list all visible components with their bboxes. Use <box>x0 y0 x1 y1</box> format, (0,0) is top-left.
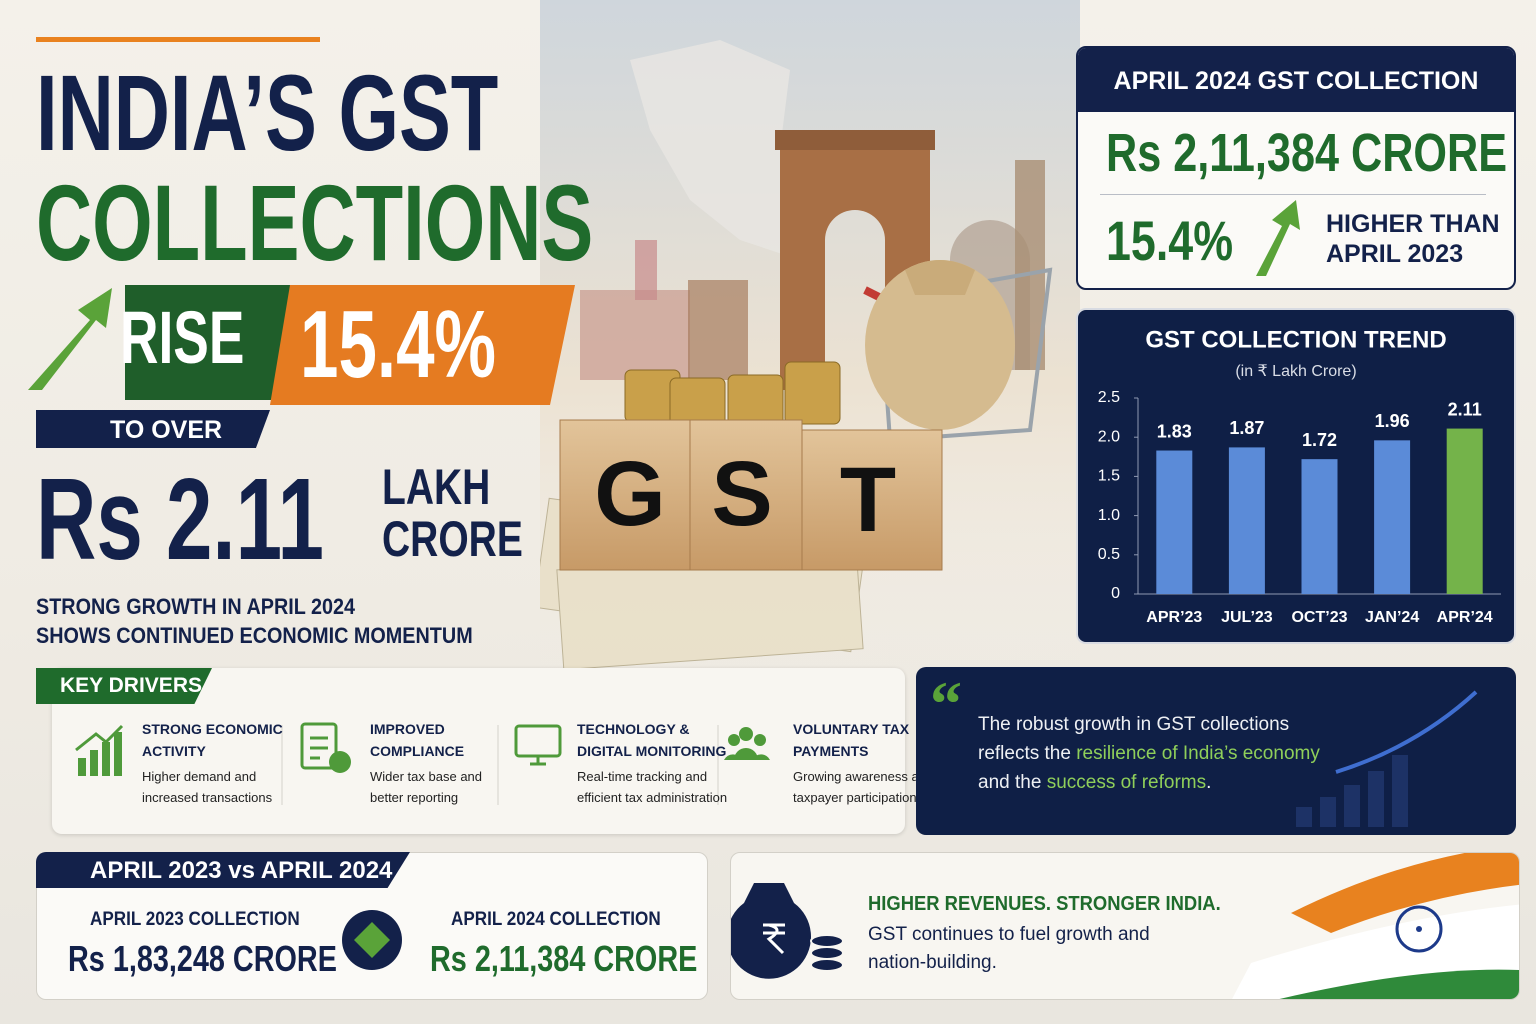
to-over-banner <box>36 410 270 448</box>
key-drivers-title: KEY DRIVERS <box>60 674 202 697</box>
amount-unit: LAKH <box>382 459 491 515</box>
driver-description: Wider tax base and <box>370 769 483 784</box>
trend-chart: GST COLLECTION TREND (in ₹ Lakh Crore) 0… <box>1098 326 1501 626</box>
driver-description: efficient tax administration <box>577 790 728 805</box>
quote-highlight: success of reforms <box>1046 772 1207 793</box>
value-label: 1.87 <box>1229 418 1264 438</box>
driver-description: Growing awareness and <box>793 769 934 784</box>
summary-title: APRIL 2024 GST COLLECTION <box>1078 48 1514 112</box>
x-tick-label: APR’24 <box>1437 609 1493 626</box>
summary-amount: Rs 2,11,384 CRORE <box>1106 123 1508 183</box>
comparison-tab <box>36 852 410 888</box>
quote-text-part: reflects the <box>978 743 1071 764</box>
driver-title: PAYMENTS <box>793 743 869 759</box>
x-tick-label: OCT’23 <box>1291 609 1347 626</box>
driver-description: better reporting <box>370 790 459 805</box>
summary-growth: 15.4% <box>1106 209 1234 272</box>
divider <box>1100 194 1486 195</box>
bar <box>1446 428 1483 594</box>
headline-amount: Rs 2.11 <box>36 454 324 584</box>
quote-text: The robust growth in GST collections ref… <box>978 710 1320 797</box>
bar <box>1156 450 1193 594</box>
x-tick-label: JUL’23 <box>1221 609 1273 626</box>
driver-description: Real-time tracking and <box>577 769 708 784</box>
title-line: COLLECTIONS <box>36 162 594 283</box>
chart-title: GST COLLECTION TREND <box>1145 326 1446 353</box>
y-tick-label: 2.5 <box>1098 389 1120 406</box>
comparison-label: APRIL 2023 COLLECTION <box>90 909 300 930</box>
y-tick-label: 0 <box>1111 585 1120 602</box>
footer-text: nation-building. <box>868 952 997 973</box>
bar <box>1228 447 1265 594</box>
footer-headline: HIGHER REVENUES. STRONGER INDIA. <box>868 893 1221 915</box>
driver-title: DIGITAL MONITORING <box>577 743 727 759</box>
rise-banner <box>28 285 575 405</box>
chart-panel <box>1076 308 1516 644</box>
quote-decoration: “ <box>930 668 1478 827</box>
center-illustration <box>540 0 1080 700</box>
summary-comparison: APRIL 2023 <box>1326 240 1464 268</box>
rise-label: RISE <box>120 296 245 379</box>
quote-text-part: and the <box>978 772 1042 793</box>
quote-line: reflects the resilience of India’s econo… <box>978 739 1320 768</box>
driver-title: COMPLIANCE <box>370 743 465 759</box>
driver-title: STRONG ECONOMIC <box>142 721 283 737</box>
quote-line: and the success of reforms. <box>978 768 1320 797</box>
title-line: INDIA’S GST <box>36 52 499 173</box>
driver-title: TECHNOLOGY & <box>577 721 690 737</box>
key-drivers-tab <box>36 668 212 704</box>
value-label: 1.83 <box>1157 421 1192 441</box>
footer-text: GST continues to fuel growth and <box>868 924 1150 945</box>
summary-card: APRIL 2024 GST COLLECTION <box>1076 46 1516 290</box>
driver-description: increased transactions <box>142 790 273 805</box>
driver-title: ACTIVITY <box>142 743 206 759</box>
gst-block-letter: T <box>839 449 897 551</box>
x-tick-label: JAN’24 <box>1365 609 1419 626</box>
quote-highlight: resilience of India’s economy <box>1076 743 1320 764</box>
comparison-icon <box>342 910 402 970</box>
y-tick-label: 1.5 <box>1098 468 1120 485</box>
to-over: TO OVER <box>110 416 223 444</box>
gst-block-letter: S <box>711 443 773 545</box>
comparison-title: APRIL 2023 vs APRIL 2024 <box>90 857 393 884</box>
value-label: 1.96 <box>1375 411 1410 431</box>
driver-description: Higher demand and <box>142 769 257 784</box>
driver-icons <box>75 722 770 805</box>
driver-title: IMPROVED <box>370 721 445 737</box>
footer-panel <box>730 852 1520 1000</box>
footer-decoration <box>731 853 1519 999</box>
y-tick-label: 2.0 <box>1098 428 1120 445</box>
quote-line: The robust growth in GST collections <box>978 714 1290 735</box>
summary-comparison: HIGHER THAN <box>1326 210 1500 238</box>
driver-description: taxpayer participation <box>793 790 917 805</box>
gst-block-letter: G <box>594 443 666 545</box>
comparison-amount: Rs 1,83,248 CRORE <box>68 938 337 979</box>
chart-subtitle: (in ₹ Lakh Crore) <box>1235 363 1356 380</box>
x-tick-label: APR’23 <box>1146 609 1202 626</box>
amount-unit: CRORE <box>382 511 523 567</box>
quote-panel: “ <box>916 667 1516 835</box>
bar <box>1374 440 1411 594</box>
tagline: SHOWS CONTINUED ECONOMIC MOMENTUM <box>36 623 473 648</box>
accent-line <box>36 37 320 42</box>
svg-text:“: “ <box>930 668 962 739</box>
y-tick-label: 0.5 <box>1098 546 1120 563</box>
value-label: 1.72 <box>1302 430 1337 450</box>
driver-title: VOLUNTARY TAX <box>793 721 910 737</box>
quote-text-part: . <box>1206 772 1212 793</box>
rise-value: 15.4% <box>300 291 496 398</box>
bar <box>1301 459 1338 594</box>
comparison-label: APRIL 2024 COLLECTION <box>451 909 661 930</box>
tagline: STRONG GROWTH IN APRIL 2024 <box>36 594 356 619</box>
comparison-amount: Rs 2,11,384 CRORE <box>430 938 698 979</box>
y-tick-label: 1.0 <box>1098 507 1120 524</box>
growth-arrow <box>1256 200 1300 276</box>
value-label: 2.11 <box>1448 399 1482 419</box>
